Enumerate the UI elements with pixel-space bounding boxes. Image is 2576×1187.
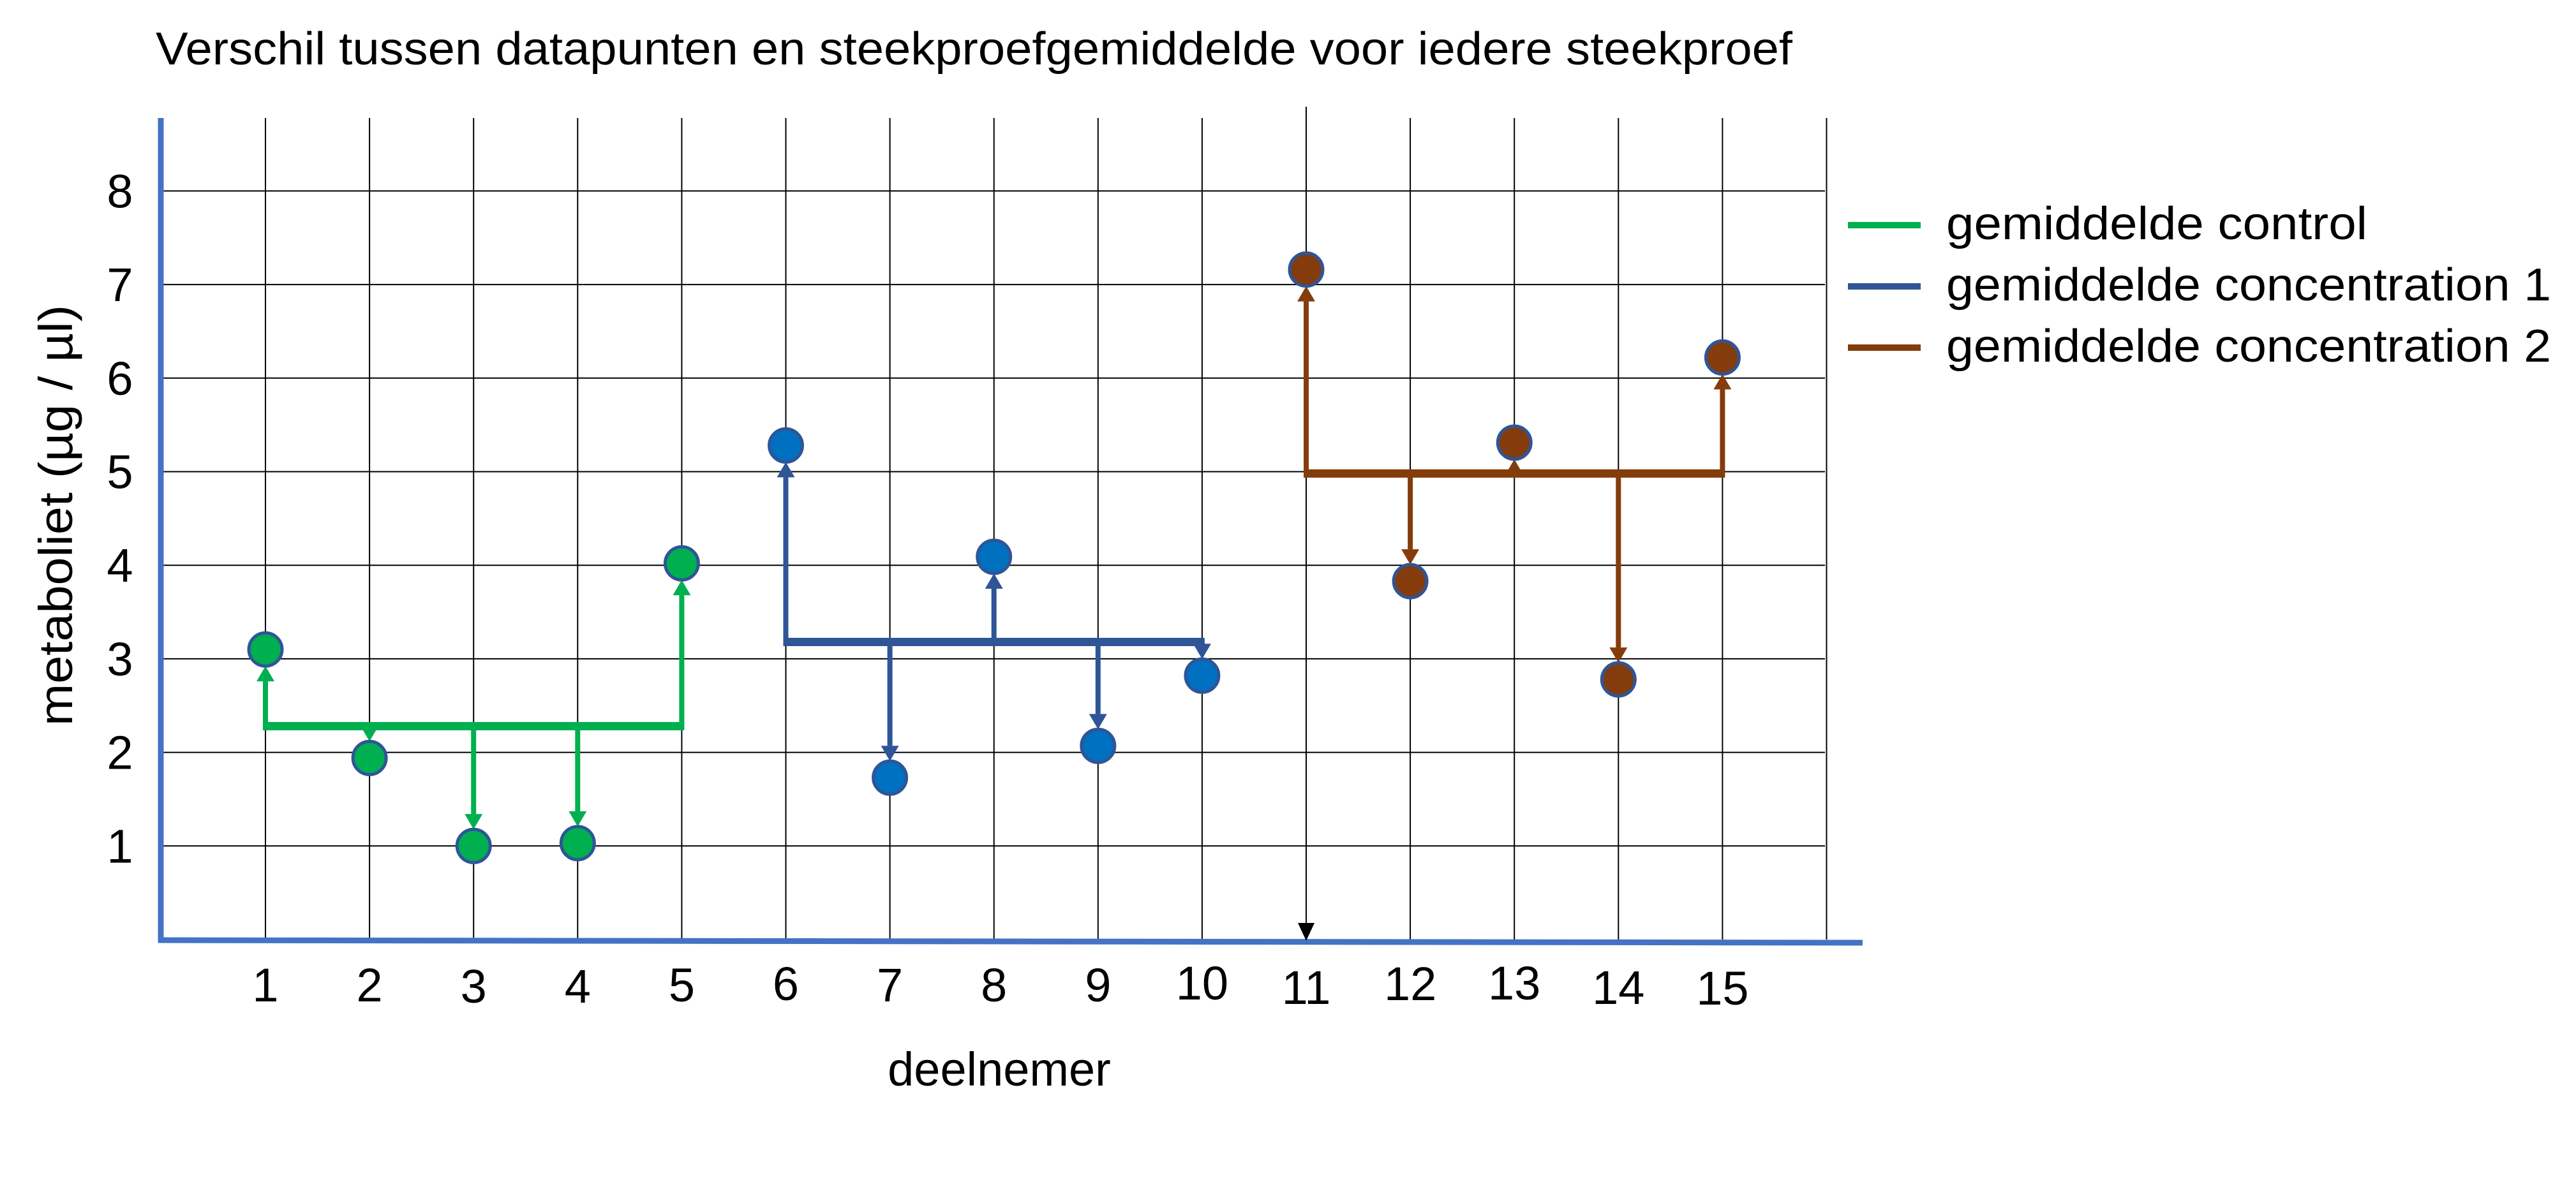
legend: gemiddelde control gemiddelde concentrati… [1848, 198, 2551, 372]
data-point [1496, 424, 1533, 461]
x-tick-label: 6 [773, 957, 799, 1010]
y-tick-label: 4 [107, 539, 133, 592]
y-axis-label: metaboliet (µg / µl) [29, 305, 82, 726]
x-tick-label: 8 [981, 959, 1007, 1012]
x-tick-label: 5 [669, 959, 695, 1012]
grid [163, 118, 1828, 940]
arrow-up-icon [1713, 374, 1732, 390]
x-tick-label: 3 [461, 960, 487, 1013]
x-tick-label: 9 [1085, 959, 1111, 1012]
arrow-down-icon [1193, 644, 1211, 660]
data-point [1600, 661, 1637, 698]
data-point [768, 427, 804, 464]
arrow-up-icon [673, 580, 691, 596]
x-tick-label: 2 [357, 959, 383, 1012]
y-tick-label: 5 [107, 446, 133, 499]
arrow-down-icon [1609, 647, 1628, 663]
x-tick-label: 1 [252, 959, 278, 1012]
arrow-up-icon [1505, 459, 1524, 475]
data-point [872, 759, 909, 796]
legend-label: gemiddelde concentration 2 [1946, 321, 2551, 372]
legend-item-3: gemiddelde concentration 2 [1848, 321, 2551, 372]
y-tick-label: 2 [107, 726, 133, 779]
y-tick-labels: 1 2 3 4 5 6 7 8 [107, 165, 133, 873]
series-layer [247, 251, 1741, 864]
series-2 [768, 427, 1221, 796]
data-point [1080, 727, 1117, 764]
x-tick-label: 14 [1592, 961, 1644, 1014]
data-point [247, 631, 284, 668]
x-tick-label: 11 [1282, 961, 1331, 1014]
arrow-down-icon [881, 746, 899, 762]
annotations [1298, 107, 1314, 941]
arrow-up-icon [777, 462, 795, 478]
x-tick-label: 13 [1488, 957, 1540, 1010]
data-point [559, 825, 596, 862]
data-point [1392, 563, 1429, 600]
x-tick-label: 7 [877, 959, 903, 1012]
data-point [455, 827, 492, 864]
x-tick-label: 12 [1384, 957, 1436, 1010]
y-tick-label: 3 [107, 633, 133, 686]
axes [158, 118, 1863, 946]
legend-item-1: gemiddelde control [1848, 198, 2367, 249]
arrow-up-icon [1297, 286, 1315, 302]
data-point [351, 739, 388, 776]
y-tick-label: 7 [107, 258, 133, 311]
x-tick-label: 15 [1696, 962, 1748, 1015]
data-point [663, 545, 700, 582]
series-3 [1288, 251, 1741, 698]
arrow-up-icon [257, 666, 274, 682]
arrow-down-icon [569, 811, 587, 827]
chart-title: Verschil tussen datapunten en steekproef… [156, 24, 1793, 75]
y-tick-label: 6 [107, 352, 133, 405]
legend-label: gemiddelde concentration 1 [1946, 260, 2551, 311]
data-point [976, 538, 1013, 575]
arrow-down-icon [1089, 714, 1107, 730]
arrow-up-icon [985, 573, 1003, 589]
x-axis-label: deelnemer [888, 1043, 1111, 1096]
y-tick-label: 8 [107, 165, 133, 217]
arrow-down-icon [361, 726, 379, 742]
legend-label: gemiddelde control [1946, 198, 2367, 249]
arrow-down-icon [1298, 923, 1314, 941]
arrow-down-icon [465, 814, 483, 830]
x-tick-label: 10 [1176, 957, 1228, 1010]
legend-item-2: gemiddelde concentration 1 [1848, 260, 2551, 311]
data-point [1184, 657, 1221, 694]
x-tick-label: 4 [565, 960, 591, 1013]
data-point [1704, 339, 1741, 376]
x-tick-labels: 1 2 3 4 5 6 7 8 9 10 11 12 13 14 15 [252, 957, 1748, 1015]
data-point [1288, 251, 1325, 288]
y-tick-label: 1 [107, 820, 133, 873]
x-axis-line [158, 937, 1863, 946]
arrow-down-icon [1401, 549, 1420, 565]
series-1 [247, 545, 700, 864]
